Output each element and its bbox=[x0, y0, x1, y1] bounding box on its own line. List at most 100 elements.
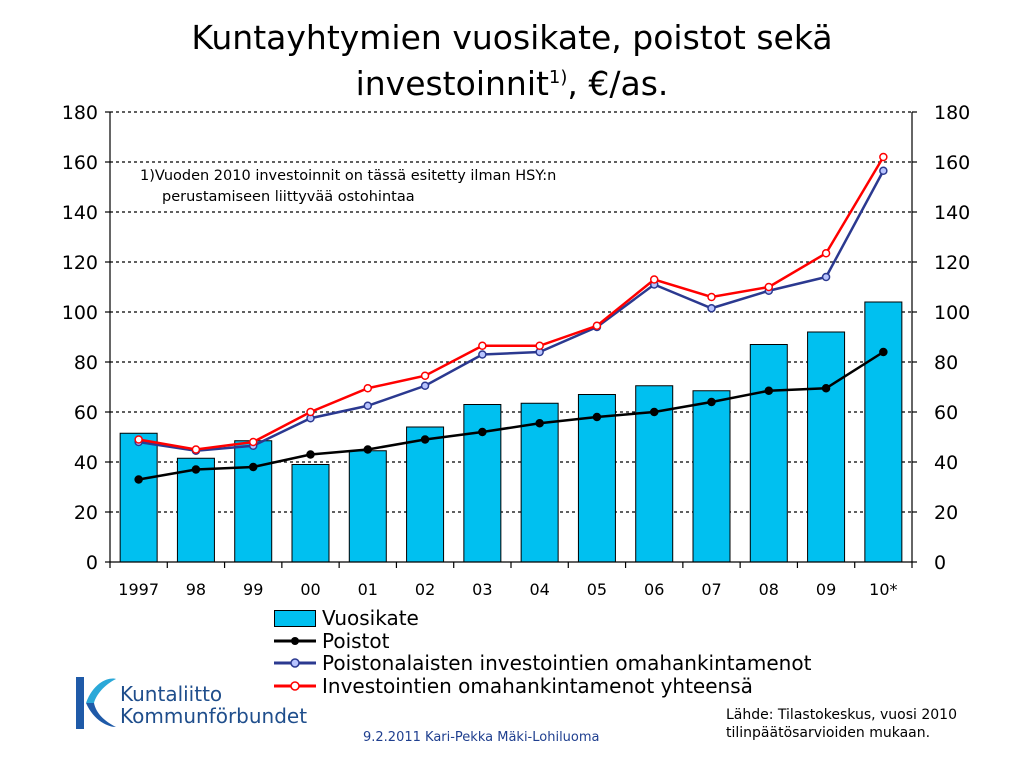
x-tick-label: 05 bbox=[587, 580, 607, 599]
x-tick-label: 00 bbox=[300, 580, 320, 599]
x-tick-label: 10* bbox=[869, 580, 897, 599]
legend-item: Investointien omahankintamenot yhteensä bbox=[274, 675, 811, 698]
data-point bbox=[422, 382, 429, 389]
x-tick-label: 08 bbox=[759, 580, 779, 599]
data-point bbox=[307, 451, 314, 458]
data-point bbox=[479, 351, 486, 358]
bar bbox=[349, 451, 386, 562]
y-tick-label: 100 bbox=[934, 302, 970, 324]
logo-line-2: Kommunförbundet bbox=[120, 705, 307, 727]
y-tick-label: 0 bbox=[86, 552, 98, 574]
data-point bbox=[422, 436, 429, 443]
footnote-line-2: perustamiseen liittyvää ostohintaa bbox=[140, 187, 556, 208]
y-tick-label: 140 bbox=[62, 202, 98, 224]
x-tick-label: 1997 bbox=[118, 580, 159, 599]
footer-date-author: 9.2.2011 Kari-Pekka Mäki-Lohiluoma bbox=[363, 730, 600, 745]
y-tick-label: 180 bbox=[934, 102, 970, 124]
data-point bbox=[479, 342, 486, 349]
x-tick-label: 09 bbox=[816, 580, 836, 599]
data-point bbox=[192, 466, 199, 473]
bar-series bbox=[120, 302, 902, 562]
y-tick-label: 20 bbox=[934, 502, 958, 524]
y-tick-label: 140 bbox=[934, 202, 970, 224]
data-point bbox=[135, 476, 142, 483]
data-point bbox=[708, 305, 715, 312]
y-tick-label: 180 bbox=[62, 102, 98, 124]
y-tick-label: 60 bbox=[74, 402, 98, 424]
data-point bbox=[364, 402, 371, 409]
source-note: Lähde: Tilastokeskus, vuosi 2010 tilinpä… bbox=[726, 706, 957, 742]
y-tick-label: 80 bbox=[934, 352, 958, 374]
data-point bbox=[823, 274, 830, 281]
y-tick-label: 120 bbox=[934, 252, 970, 274]
y-tick-label: 160 bbox=[62, 152, 98, 174]
legend-label: Vuosikate bbox=[322, 607, 419, 630]
footnote-line-1: 1)Vuoden 2010 investoinnit on tässä esit… bbox=[140, 168, 556, 184]
data-point bbox=[250, 464, 257, 471]
y-tick-label: 0 bbox=[934, 552, 946, 574]
data-point bbox=[651, 409, 658, 416]
y-tick-label: 40 bbox=[934, 452, 958, 474]
source-line-2: tilinpäätösarvioiden mukaan. bbox=[726, 724, 957, 742]
data-point bbox=[536, 342, 543, 349]
bar bbox=[693, 391, 730, 562]
data-point bbox=[307, 409, 314, 416]
bar bbox=[750, 345, 787, 563]
data-point bbox=[765, 387, 772, 394]
x-tick-label: 99 bbox=[243, 580, 263, 599]
y-tick-label: 80 bbox=[74, 352, 98, 374]
data-point bbox=[422, 372, 429, 379]
data-point bbox=[651, 276, 658, 283]
bar bbox=[120, 433, 157, 562]
black-line-marker-icon bbox=[274, 631, 316, 651]
legend-label: Poistot bbox=[322, 630, 389, 653]
bar bbox=[865, 302, 902, 562]
x-tick-label: 07 bbox=[701, 580, 721, 599]
x-tick-label: 06 bbox=[644, 580, 664, 599]
data-point bbox=[708, 399, 715, 406]
logo-line-1: Kuntaliitto bbox=[120, 683, 307, 705]
legend-item: Vuosikate bbox=[274, 607, 811, 630]
data-point bbox=[593, 322, 600, 329]
legend-label: Poistonalaisten investointien omahankint… bbox=[322, 652, 811, 675]
data-point bbox=[880, 154, 887, 161]
data-point bbox=[479, 429, 486, 436]
y-tick-label: 60 bbox=[934, 402, 958, 424]
data-point bbox=[823, 385, 830, 392]
x-tick-label: 98 bbox=[186, 580, 206, 599]
kuntaliitto-logo: Kuntaliitto Kommunförbundet bbox=[70, 673, 330, 733]
x-tick-label: 04 bbox=[529, 580, 549, 599]
bar bbox=[808, 332, 845, 562]
x-tick-label: 03 bbox=[472, 580, 492, 599]
y-tick-label: 40 bbox=[74, 452, 98, 474]
data-point bbox=[364, 385, 371, 392]
data-point bbox=[765, 284, 772, 291]
kuntaliitto-emblem-icon bbox=[70, 673, 118, 733]
legend: Vuosikate Poistot Poistonalaisten invest… bbox=[274, 607, 811, 697]
footnote: 1)Vuoden 2010 investoinnit on tässä esit… bbox=[140, 166, 556, 208]
x-tick-label: 02 bbox=[415, 580, 435, 599]
data-point bbox=[364, 446, 371, 453]
logo-text: Kuntaliitto Kommunförbundet bbox=[120, 683, 307, 727]
data-point bbox=[708, 294, 715, 301]
bar bbox=[407, 427, 444, 562]
source-line-1: Lähde: Tilastokeskus, vuosi 2010 bbox=[726, 706, 957, 724]
data-point bbox=[880, 349, 887, 356]
data-point bbox=[250, 439, 257, 446]
bar bbox=[235, 441, 272, 562]
legend-item: Poistonalaisten investointien omahankint… bbox=[274, 652, 811, 675]
y-tick-label: 160 bbox=[934, 152, 970, 174]
bar-swatch-icon bbox=[274, 608, 316, 628]
y-tick-label: 100 bbox=[62, 302, 98, 324]
legend-item: Poistot bbox=[274, 630, 811, 653]
x-tick-label: 01 bbox=[358, 580, 378, 599]
bar bbox=[292, 465, 329, 563]
data-point bbox=[192, 446, 199, 453]
data-point bbox=[135, 436, 142, 443]
data-point bbox=[823, 250, 830, 257]
data-point bbox=[536, 420, 543, 427]
blue-line-marker-icon bbox=[274, 653, 316, 673]
legend-label: Investointien omahankintamenot yhteensä bbox=[322, 675, 753, 698]
y-tick-label: 120 bbox=[62, 252, 98, 274]
data-point bbox=[593, 414, 600, 421]
